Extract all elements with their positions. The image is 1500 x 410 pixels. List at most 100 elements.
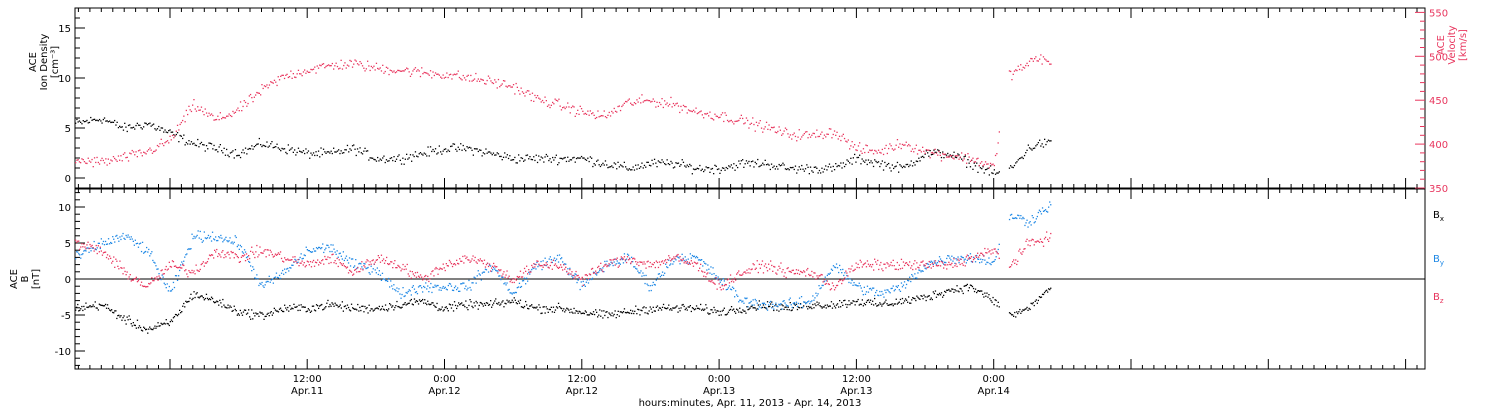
density-point-591 xyxy=(818,169,821,172)
by-point-387 xyxy=(473,276,475,278)
density-point-648 xyxy=(890,170,892,172)
bx-point-569 xyxy=(660,309,663,311)
velocity-point-114 xyxy=(218,119,220,121)
by-point-493 xyxy=(582,280,584,283)
bz-point-741 xyxy=(838,280,840,283)
velocity-point-622 xyxy=(857,145,860,147)
by-point-406 xyxy=(493,266,495,269)
bz-point-900 xyxy=(1011,264,1013,266)
density-point-519 xyxy=(728,165,730,167)
bx-point-47 xyxy=(123,315,125,317)
density-point-89 xyxy=(187,143,189,145)
density-point-529 xyxy=(740,160,742,162)
bx-point-132 xyxy=(210,296,213,298)
velocity-point-49 xyxy=(136,156,138,158)
by-point-119 xyxy=(197,230,199,232)
density-point-566 xyxy=(787,168,789,170)
by-point-368 xyxy=(453,287,456,289)
by-point-759 xyxy=(856,285,858,287)
by-point-837 xyxy=(936,262,939,264)
bx-point-506 xyxy=(596,311,598,313)
bx-point-125 xyxy=(203,299,205,301)
bz-point-642 xyxy=(736,273,738,275)
bx-point-27 xyxy=(102,305,105,307)
density-point-576 xyxy=(799,168,802,170)
bx-point-320 xyxy=(404,302,406,304)
by-point-321 xyxy=(405,291,407,294)
bx-point-107 xyxy=(185,300,187,302)
by-point-251 xyxy=(333,248,335,250)
bz-point-871 xyxy=(971,261,974,263)
velocity-point-76 xyxy=(170,139,172,141)
bx-point-486 xyxy=(575,310,577,312)
bz-point-394 xyxy=(480,260,482,262)
bx-point-306 xyxy=(390,304,392,306)
bx-point-256 xyxy=(338,305,340,308)
bx-point-104 xyxy=(182,305,184,307)
bz-point-17 xyxy=(92,247,94,249)
velocity-point-397 xyxy=(574,115,576,117)
bz-point-278 xyxy=(361,261,363,263)
bx-point-387 xyxy=(473,302,475,304)
bz-point-607 xyxy=(700,263,702,265)
density-point-0 xyxy=(75,122,77,124)
bx-point-182 xyxy=(262,313,264,315)
by-point-306 xyxy=(390,280,392,282)
bz-point-209 xyxy=(290,259,292,261)
bz-point-179 xyxy=(259,246,261,248)
by-point-738 xyxy=(834,266,837,269)
bz-point-552 xyxy=(643,261,645,263)
by-point-339 xyxy=(424,286,426,289)
bz-point-355 xyxy=(440,268,442,270)
bx-point-189 xyxy=(269,312,271,314)
bx-point-794 xyxy=(892,305,894,307)
velocity-point-22 xyxy=(102,159,104,162)
density-point-697 xyxy=(952,154,954,157)
velocity-point-556 xyxy=(774,131,776,133)
bz-point-569 xyxy=(660,261,663,263)
velocity-point-329 xyxy=(489,77,491,79)
by-point-587 xyxy=(679,263,681,265)
density-point-176 xyxy=(296,151,298,154)
by-point-868 xyxy=(968,258,970,260)
density-point-753 xyxy=(1031,149,1033,151)
by-point-367 xyxy=(452,289,455,292)
density-point-294 xyxy=(445,148,447,150)
bz-point-42 xyxy=(118,268,120,270)
by-point-277 xyxy=(360,263,362,265)
velocity-point-695 xyxy=(949,155,951,157)
by-point-265 xyxy=(347,262,350,264)
bz-point-74 xyxy=(151,277,153,279)
density-point-147 xyxy=(260,144,262,146)
by-point-236 xyxy=(318,246,320,249)
density-point-473 xyxy=(670,160,672,163)
bz-point-256 xyxy=(338,259,340,261)
velocity-point-762 xyxy=(1042,56,1045,58)
by-point-379 xyxy=(465,285,467,287)
by-point-540 xyxy=(631,256,633,258)
bx-point-913 xyxy=(1024,308,1026,310)
velocity-point-606 xyxy=(837,138,839,140)
bx-point-825 xyxy=(924,296,926,298)
bz-point-524 xyxy=(614,264,616,266)
velocity-point-57 xyxy=(146,150,148,152)
by-point-822 xyxy=(921,270,923,272)
bx-point-357 xyxy=(442,310,444,312)
density-point-326 xyxy=(485,148,487,150)
bz-point-845 xyxy=(945,264,947,266)
bz-point-888 xyxy=(989,250,991,252)
bx-point-780 xyxy=(878,304,880,306)
by-point-305 xyxy=(389,286,391,288)
by-point-649 xyxy=(743,302,745,304)
velocity-point-84 xyxy=(180,121,182,124)
density-point-54 xyxy=(143,126,145,128)
velocity-point-729 xyxy=(992,163,994,165)
density-point-572 xyxy=(794,165,797,167)
bz-point-520 xyxy=(610,259,612,261)
bx-point-861 xyxy=(961,290,963,292)
bx-point-460 xyxy=(548,308,550,311)
by-point-743 xyxy=(840,269,842,271)
by-point-145 xyxy=(224,238,226,240)
density-point-69 xyxy=(161,127,164,129)
bz-point-283 xyxy=(366,259,368,261)
